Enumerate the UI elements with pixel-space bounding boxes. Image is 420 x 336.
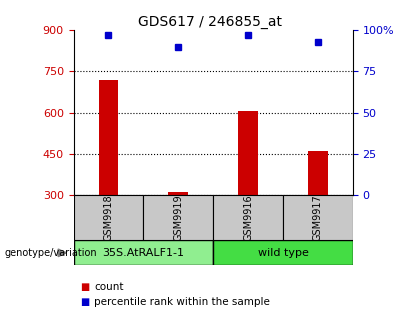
Text: wild type: wild type [257,248,308,258]
Bar [99,80,118,195]
Bar [213,240,353,265]
Text: ■: ■ [80,297,89,307]
Bar [168,192,188,195]
Text: genotype/variation: genotype/variation [4,248,97,258]
Text: GSM9916: GSM9916 [243,194,253,241]
Bar [308,151,328,195]
Text: GSM9917: GSM9917 [313,194,323,241]
Bar [213,195,283,240]
Bar [74,240,213,265]
Text: GSM9918: GSM9918 [103,194,113,241]
Bar [238,111,258,195]
Text: GDS617 / 246855_at: GDS617 / 246855_at [138,15,282,29]
Bar [283,195,353,240]
Text: GSM9919: GSM9919 [173,194,183,241]
Text: percentile rank within the sample: percentile rank within the sample [94,297,270,307]
Text: 35S.AtRALF1-1: 35S.AtRALF1-1 [102,248,184,258]
Text: ■: ■ [80,282,89,292]
Bar [74,195,143,240]
Bar [143,195,213,240]
Text: count: count [94,282,124,292]
